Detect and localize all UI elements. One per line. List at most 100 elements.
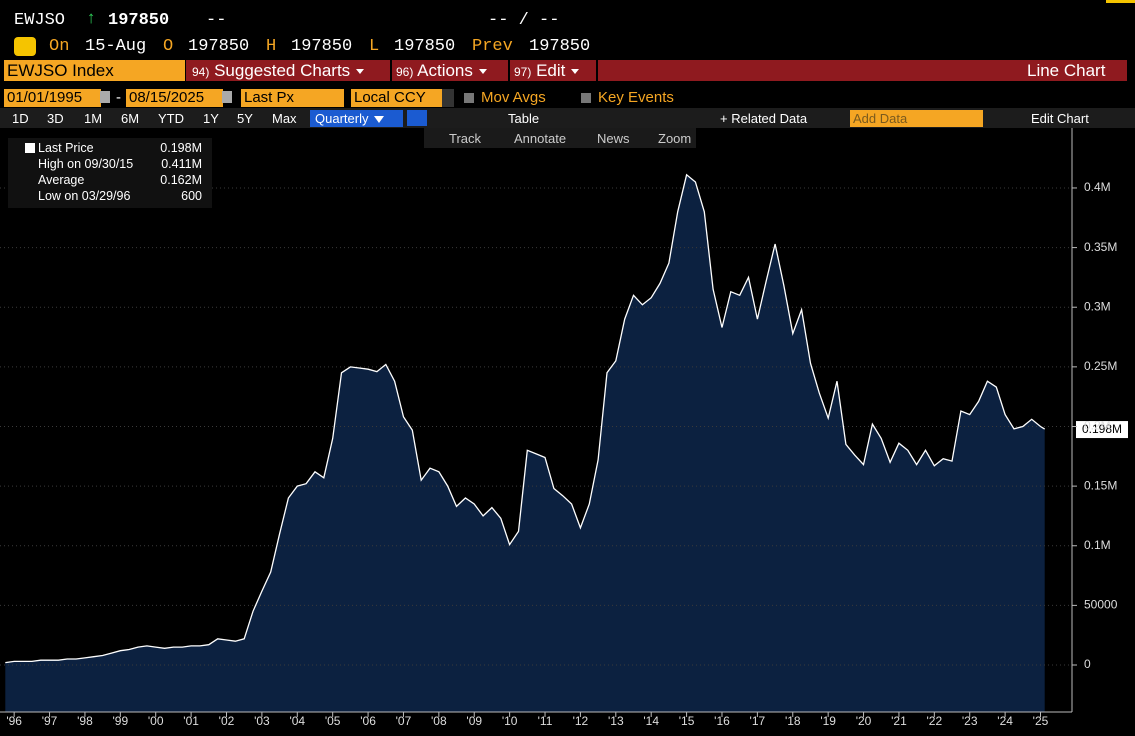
x-tick-label: '24 <box>997 714 1013 728</box>
y-tick-label: 0.2M <box>1084 419 1111 433</box>
range: -- / -- <box>488 11 560 30</box>
change: -- <box>206 11 227 30</box>
zoom[interactable]: Zoom <box>658 131 692 146</box>
start-date[interactable]: 01/01/1995 <box>4 89 101 107</box>
price: 197850 <box>108 11 170 30</box>
related-data[interactable]: + Related Data <box>720 111 808 126</box>
legend-value: 0.162M <box>160 173 202 187</box>
period-button[interactable]: YTD <box>158 111 184 126</box>
x-tick-label: '03 <box>254 714 270 728</box>
table-button[interactable]: Table <box>508 111 540 126</box>
bloomberg-icon[interactable] <box>14 37 36 56</box>
y-tick-label: 0.25M <box>1084 359 1117 373</box>
menu-actions[interactable]: 96) Actions <box>396 60 487 81</box>
track[interactable]: Track <box>449 131 482 146</box>
annotate[interactable]: Annotate <box>514 131 567 146</box>
label: Mov Avgs <box>481 89 546 106</box>
period-button[interactable]: 6M <box>121 111 140 126</box>
news[interactable]: News <box>597 131 630 146</box>
legend-row: Average 0.162M <box>38 172 206 188</box>
end-date[interactable]: 08/15/2025 <box>126 89 223 107</box>
legend-swatch <box>25 143 35 153</box>
menu-bar <box>186 60 1127 81</box>
period-button[interactable]: 1D <box>12 111 29 126</box>
x-tick-label: '20 <box>856 714 872 728</box>
add-data[interactable]: Add Data <box>850 110 983 127</box>
x-tick-label: '16 <box>714 714 730 728</box>
field[interactable]: Last Px <box>241 89 344 107</box>
high-label: H <box>266 37 277 56</box>
calendar-icon[interactable] <box>100 91 110 103</box>
chart-kind[interactable]: Line Chart <box>1027 61 1106 80</box>
prev-label: Prev <box>472 37 513 56</box>
dropdown[interactable] <box>442 89 454 107</box>
prev: 197850 <box>529 37 591 56</box>
edit-chart[interactable]: Edit Chart <box>1031 111 1089 126</box>
period-button[interactable]: Max <box>272 111 297 126</box>
y-tick-label: 0.3M <box>1084 299 1111 313</box>
mov-avgs[interactable]: Mov Avgs <box>464 89 546 106</box>
x-tick-label: '02 <box>219 714 235 728</box>
x-tick-label: '15 <box>679 714 695 728</box>
last-value-box <box>1076 421 1128 439</box>
quote-date: 15-Aug <box>85 37 147 56</box>
up-arrow: ↑ <box>86 10 97 29</box>
x-tick-label: '19 <box>820 714 836 728</box>
divider <box>596 60 598 81</box>
legend-label: Last Price <box>38 141 94 155</box>
x-tick-label: '05 <box>325 714 341 728</box>
x-tick-label: '96 <box>6 714 22 728</box>
legend-value: 0.411M <box>161 157 202 171</box>
period-button[interactable]: 1Y <box>203 111 219 126</box>
last-value-label: 0.198M <box>1082 422 1122 436</box>
frequency[interactable]: Quarterly <box>310 110 403 127</box>
low: 197850 <box>394 37 456 56</box>
label: Quarterly <box>315 111 369 126</box>
period-button[interactable]: 1M <box>84 111 103 126</box>
x-tick-label: '21 <box>891 714 907 728</box>
x-tick-label: '12 <box>573 714 589 728</box>
menu-num: 96) <box>396 65 414 79</box>
menu-label: Edit <box>536 61 566 80</box>
calendar-icon[interactable] <box>222 91 232 103</box>
x-tick-label: '04 <box>289 714 305 728</box>
menu-label: Suggested Charts <box>214 61 351 80</box>
legend-row: Low on 03/29/96 600 <box>38 188 206 204</box>
legend-label: Low on 03/29/96 <box>38 189 131 203</box>
security-field[interactable]: EWJSO Index <box>4 60 185 81</box>
period-button[interactable]: 3D <box>47 111 64 126</box>
area-fill <box>5 174 1045 713</box>
x-tick-label: '97 <box>42 714 58 728</box>
y-tick-label: 50000 <box>1084 598 1118 612</box>
on-label: On <box>49 37 70 56</box>
open: 197850 <box>188 37 250 56</box>
accent <box>1106 0 1135 3</box>
menu-edit[interactable]: 97) Edit <box>514 60 580 81</box>
line-icon[interactable] <box>407 110 427 126</box>
high: 197850 <box>291 37 353 56</box>
x-tick-label: '13 <box>608 714 624 728</box>
menu-suggested[interactable]: 94) Suggested Charts <box>192 60 365 81</box>
x-tick-label: '22 <box>927 714 943 728</box>
x-tick-label: '00 <box>148 714 164 728</box>
period-button[interactable]: 5Y <box>237 111 253 126</box>
x-tick-label: '08 <box>431 714 447 728</box>
y-tick-label: 0.35M <box>1084 240 1117 254</box>
divider <box>508 60 510 81</box>
key-events[interactable]: Key Events <box>581 89 674 106</box>
price-line <box>5 173 1046 664</box>
chart: 0.198M 0 50000 0.1M 0.15M 0.2M 0.25M 0.3M 0.35M 0… <box>0 128 1128 728</box>
menu-num: 94) <box>192 65 210 79</box>
label: Key Events <box>598 89 674 106</box>
currency[interactable]: Local CCY <box>351 89 442 107</box>
tool-bar <box>424 128 696 148</box>
y-tick-label: 0.4M <box>1084 180 1111 194</box>
y-tick-label: 0.15M <box>1084 478 1117 492</box>
ticker: EWJSO <box>14 11 66 30</box>
x-tick-label: '01 <box>183 714 199 728</box>
x-tick-label: '17 <box>750 714 766 728</box>
low-label: L <box>369 37 380 56</box>
x-tick-label: '09 <box>466 714 482 728</box>
legend-value: 600 <box>181 189 202 203</box>
